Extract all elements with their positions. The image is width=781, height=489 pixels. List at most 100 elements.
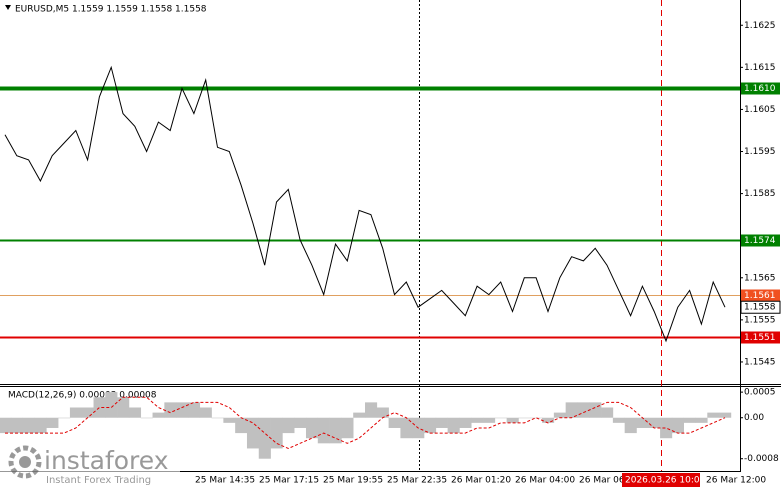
y-tick-label: 1.1615 [744, 63, 776, 73]
menu-triangle [5, 5, 11, 10]
y-tick-label: 1.1555 [744, 315, 776, 325]
x-tick-label: 26 Mar 06:40 [579, 476, 639, 486]
histogram-bar [683, 417, 696, 423]
histogram-bar [270, 417, 283, 449]
y-tick-label: 1.1565 [744, 273, 776, 283]
histogram-bar [105, 392, 118, 418]
y-tick-label: 1.1595 [744, 147, 776, 157]
brand-logo: instaforex Instant Forex Trading [0, 443, 180, 489]
highlight-label: 2026.03.26 10:05 [625, 476, 705, 486]
histogram-bar [400, 417, 413, 439]
y-tick-label: 0.0005 [744, 388, 776, 398]
level-label: 1.1551 [744, 333, 776, 343]
logo-icon [8, 445, 42, 479]
plot: 1.1625 1.1615 1.1605 1.1595 1.1585 1.1565 1.15… [0, 21, 781, 487]
histogram-bar [695, 417, 708, 423]
x-tick-label: 25 Mar 17:15 [259, 476, 319, 486]
level-label-box [741, 331, 780, 344]
level-label-box [741, 289, 780, 302]
histogram-bar [282, 417, 295, 434]
histogram-bar [128, 407, 142, 418]
price-line [4, 65, 726, 343]
histogram-bar [140, 417, 153, 419]
histogram-bar [660, 417, 673, 439]
signal-line [5, 396, 726, 450]
histogram-bar [553, 412, 566, 418]
histogram-bar [258, 417, 271, 459]
histogram-bar [376, 407, 389, 418]
indicator-title: MACD(12,26,9) 0.00003 0.00008 [8, 391, 157, 401]
histogram-bar [648, 417, 661, 428]
histogram-bar [459, 417, 472, 428]
histogram-bar [117, 397, 130, 418]
histogram-bar [305, 417, 319, 439]
x-tick-label: 25 Mar 14:35 [195, 476, 255, 486]
histogram-bar [93, 397, 106, 418]
current-price-label: 1.1558 [744, 303, 776, 313]
histogram-bar [10, 417, 24, 434]
level-label: 1.1574 [744, 236, 776, 246]
y-tick-label: -0.0008 [744, 454, 779, 464]
histogram-bar [353, 412, 366, 418]
brand-name: instaforex [44, 446, 169, 475]
y-tick-label: 1.1585 [744, 189, 776, 199]
x-tick-label: 26 Mar 01:20 [451, 476, 511, 486]
level-label-box [741, 82, 780, 95]
y-tick-label: 1.1625 [744, 21, 776, 31]
brand-tagline: Instant Forex Trading [46, 475, 151, 486]
histogram-bar [187, 402, 201, 418]
current-price-box [740, 300, 781, 314]
histogram-bar [164, 402, 177, 418]
histogram-bar [341, 417, 354, 439]
histogram-bar [317, 417, 330, 444]
histogram-bar [246, 417, 260, 449]
histogram-bar [601, 407, 614, 418]
histogram-bar [46, 417, 59, 428]
x-tick-label: 25 Mar 19:55 [323, 476, 383, 486]
histogram-bar [636, 417, 649, 428]
y-tick-label: 1.1605 [744, 105, 776, 115]
histogram-bar [471, 417, 484, 423]
histogram-bar [518, 417, 531, 419]
histogram-bar [176, 402, 189, 418]
y-tick-label: 0.00 [744, 413, 764, 423]
histogram-bar [719, 412, 732, 418]
level-label: 1.1610 [744, 84, 776, 94]
histogram-bar [152, 412, 165, 418]
histogram-bar [58, 417, 71, 419]
histogram-bar [34, 417, 47, 434]
histogram-bar [223, 417, 236, 423]
histogram-bar [483, 417, 496, 423]
histogram-bar [81, 407, 94, 418]
histogram-bar [365, 402, 378, 418]
histogram-bar [506, 417, 519, 423]
histogram-bar [671, 417, 684, 434]
histogram-bar [424, 417, 437, 434]
y-tick-label: 1.1545 [744, 357, 776, 367]
highlight-label-box [622, 473, 700, 487]
histogram-bar [612, 417, 625, 423]
histogram-bar [565, 402, 578, 418]
histogram-bar [0, 417, 12, 434]
x-tick-label: 25 Mar 22:35 [387, 476, 447, 486]
histogram-bar [447, 417, 460, 434]
histogram-bar [435, 417, 448, 428]
histogram-bar [589, 402, 602, 418]
chart-title: EURUSD,M5 1.1559 1.1559 1.1558 1.1558 [15, 5, 207, 15]
histogram-bar [388, 417, 401, 428]
level-label: 1.1561 [744, 291, 776, 301]
level-label-box [741, 234, 780, 247]
histogram-bar [542, 417, 555, 423]
logo-backdrop [0, 443, 180, 489]
logo-icon-core [19, 456, 31, 468]
histogram-bar [294, 417, 307, 428]
histogram-bar [235, 417, 248, 434]
histogram-bar [707, 412, 720, 418]
histogram-bar [211, 417, 224, 419]
histogram-bar [199, 407, 212, 418]
histogram-bar [494, 417, 507, 419]
histogram-bar [329, 417, 342, 444]
x-tick-label: 26 Mar 04:00 [515, 476, 575, 486]
histogram-bar [624, 417, 637, 434]
